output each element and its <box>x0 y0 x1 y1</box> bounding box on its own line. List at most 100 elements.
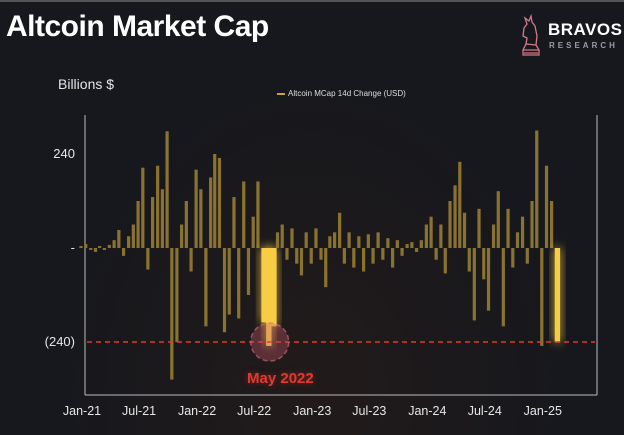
data-bar <box>338 212 342 248</box>
data-bar <box>352 248 356 268</box>
highlighted-bar <box>266 248 272 346</box>
data-bar <box>98 246 102 248</box>
data-bar <box>414 248 419 252</box>
data-bar <box>520 216 525 248</box>
data-bar <box>467 248 471 272</box>
data-bar <box>121 248 126 256</box>
data-bar <box>472 248 476 321</box>
data-bar <box>209 177 213 248</box>
data-bar <box>184 201 188 248</box>
data-bar <box>112 240 116 248</box>
data-bar <box>290 228 294 248</box>
data-bar <box>304 232 308 248</box>
x-tick-label: Jan-21 <box>62 404 102 418</box>
x-tick-label: Jan-25 <box>523 404 562 418</box>
data-bar <box>285 248 289 260</box>
data-bar <box>314 228 318 248</box>
annotation-circle <box>249 322 290 362</box>
data-bar <box>506 208 510 248</box>
y-axis-label: Billions $ <box>58 76 115 92</box>
x-tick-label: Jul-22 <box>237 404 272 418</box>
data-bar <box>381 248 385 260</box>
data-bar <box>491 224 496 248</box>
data-bar <box>496 191 500 248</box>
data-bar <box>342 248 346 264</box>
data-bar <box>328 236 332 248</box>
data-bar <box>525 248 529 264</box>
data-bar <box>256 181 260 248</box>
legend-swatch <box>277 92 285 95</box>
data-bar <box>434 248 438 260</box>
data-bar <box>386 238 390 248</box>
data-bar <box>511 248 515 268</box>
data-bar <box>150 197 155 248</box>
data-bar <box>453 185 457 248</box>
data-bar <box>141 167 145 248</box>
data-bar <box>361 248 366 272</box>
data-bar <box>280 224 284 248</box>
data-bar <box>309 248 313 264</box>
data-bar <box>448 201 452 248</box>
data-bar <box>156 165 160 248</box>
data-bar <box>395 240 399 248</box>
data-bar <box>405 244 409 248</box>
x-tick-label: Jan-23 <box>293 404 332 418</box>
data-bar <box>242 181 246 248</box>
data-bar <box>429 216 433 248</box>
x-tick-label: Jan-24 <box>408 404 447 418</box>
data-bar <box>180 224 184 248</box>
data-bar <box>332 232 337 248</box>
data-bar <box>204 248 208 327</box>
data-bar <box>131 224 135 248</box>
data-bar <box>175 248 179 342</box>
data-bar <box>222 248 227 333</box>
data-bar <box>136 201 140 248</box>
data-bar <box>439 224 443 248</box>
data-bar <box>515 232 520 248</box>
data-bar <box>84 244 88 248</box>
data-bar <box>107 244 111 248</box>
logo-brand-text: BRAVOS <box>548 20 623 39</box>
horse-chess-knight-icon <box>522 14 540 56</box>
data-bar <box>227 248 231 315</box>
y-tick-label: (240) <box>44 334 75 349</box>
data-bar <box>246 248 251 295</box>
annotation-label: May 2022 <box>247 370 314 387</box>
data-bar <box>544 165 549 248</box>
legend-entry: Altcoin MCap 14d Change (USD) <box>288 89 406 98</box>
data-bar <box>251 216 255 248</box>
data-bar <box>535 130 539 248</box>
x-tick-label: Jan-22 <box>177 404 217 418</box>
page-title: Altcoin Market Cap <box>6 10 269 43</box>
y-tick-label: 240 <box>53 146 75 161</box>
x-tick-label: Jul-21 <box>122 404 157 418</box>
data-bar <box>376 232 380 248</box>
data-bar <box>443 248 447 274</box>
data-bar <box>160 189 164 248</box>
data-bar <box>482 248 486 280</box>
legend: Altcoin MCap 14d Change (USD) <box>277 89 406 98</box>
data-bar <box>146 248 150 270</box>
data-bar <box>199 189 203 248</box>
data-bar <box>89 248 93 250</box>
data-bar <box>79 246 83 248</box>
data-bar <box>319 248 323 260</box>
data-bar <box>194 169 198 248</box>
data-bar <box>486 248 491 311</box>
data-bar <box>117 229 121 248</box>
data-bar <box>295 248 299 264</box>
data-bar <box>275 232 280 248</box>
data-bar <box>366 234 370 248</box>
data-bar <box>189 248 193 272</box>
data-bar <box>501 248 505 327</box>
data-bar <box>237 248 241 319</box>
data-bar <box>424 224 428 248</box>
data-bar <box>391 248 395 268</box>
data-bar <box>102 248 106 250</box>
data-bar <box>462 212 467 248</box>
data-bar <box>213 154 217 248</box>
data-bar <box>127 236 131 248</box>
data-bar <box>400 248 404 256</box>
data-bar <box>165 131 169 248</box>
